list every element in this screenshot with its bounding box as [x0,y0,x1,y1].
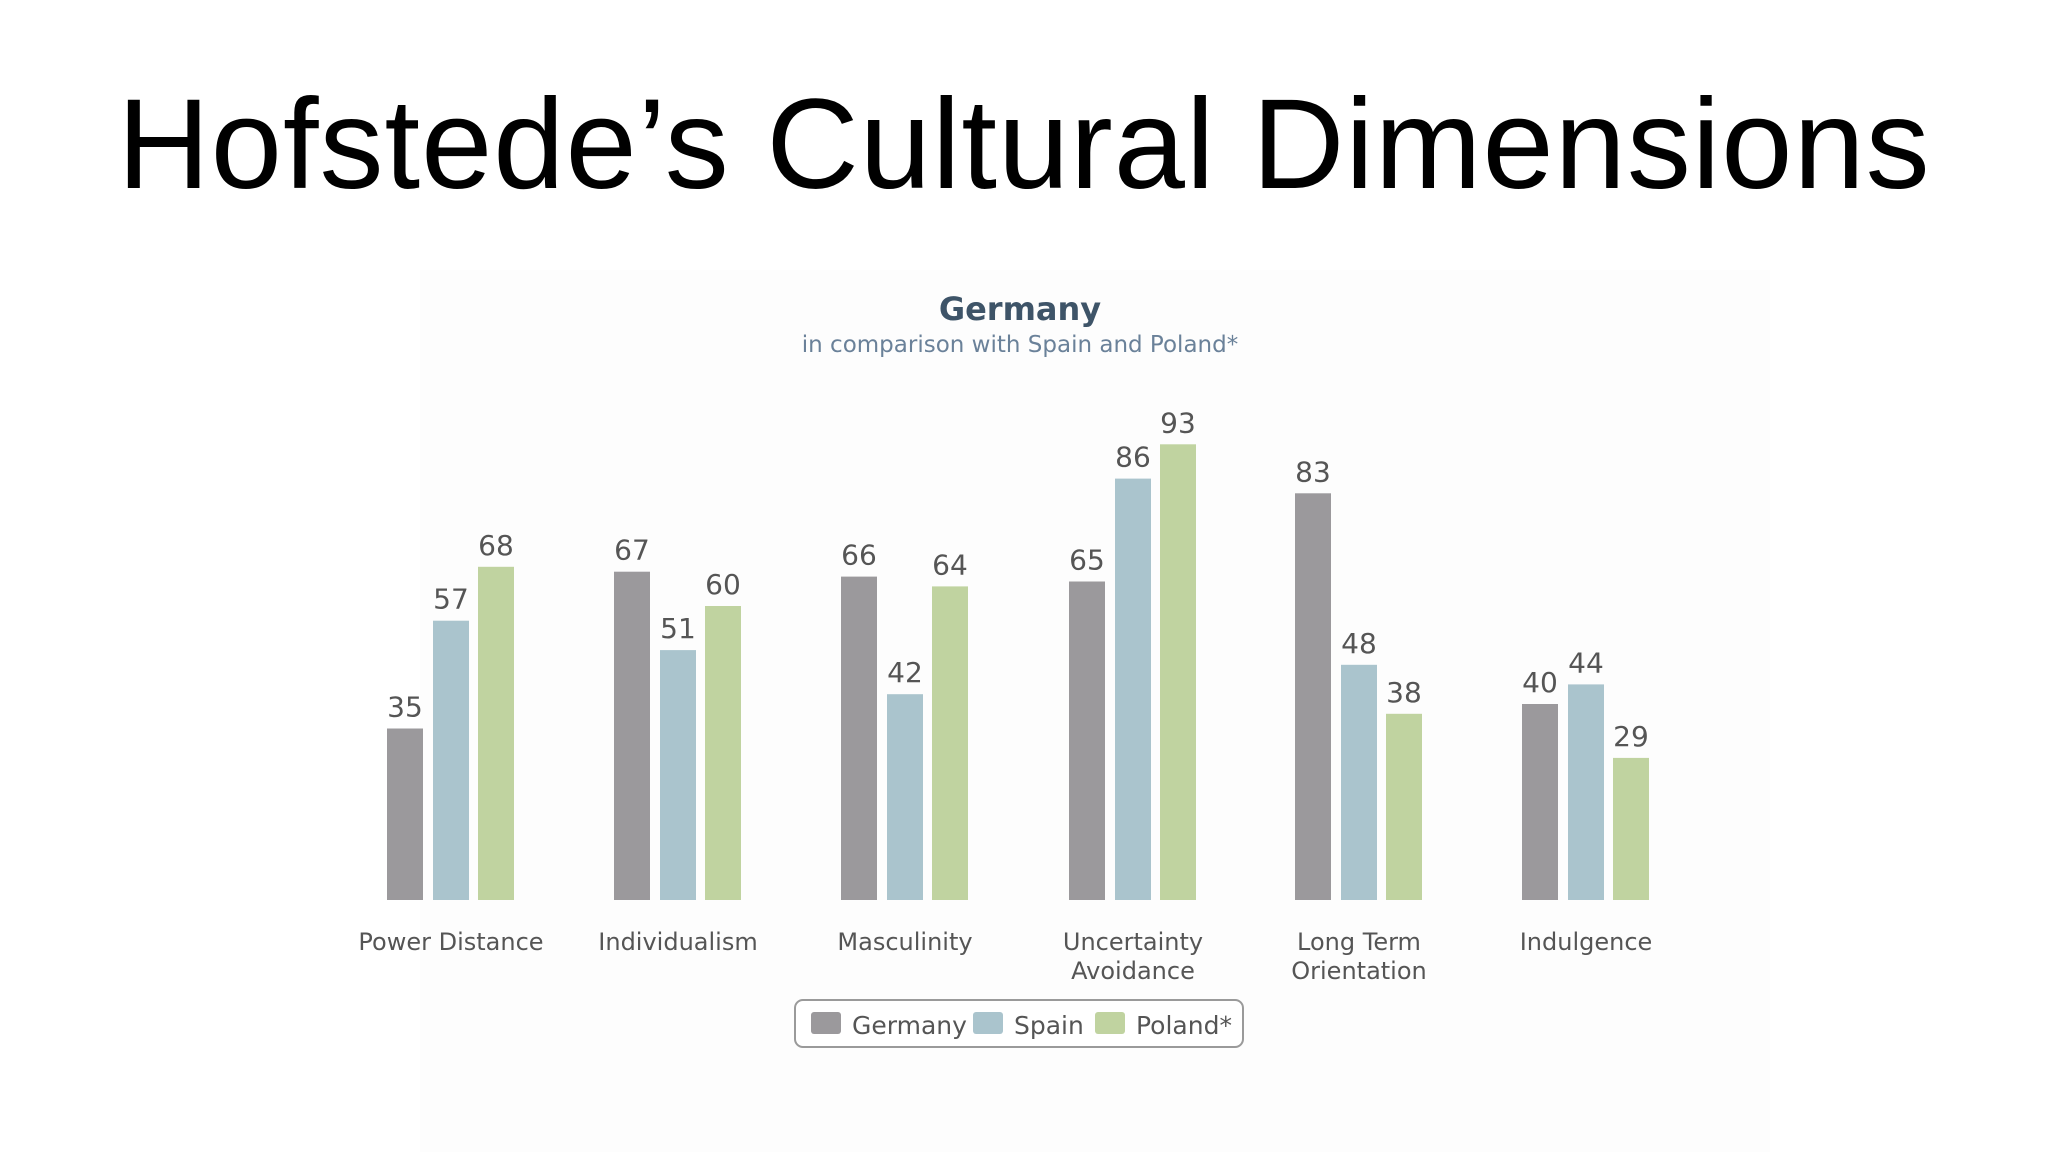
data-label: 67 [614,534,650,567]
data-label: 65 [1069,544,1105,577]
bar-spain-1 [660,650,696,900]
bar-poland-2 [932,586,968,900]
data-label: 48 [1341,627,1377,660]
data-label: 93 [1160,406,1196,439]
x-tick-label: Indulgence [1520,928,1653,956]
bar-germany-1 [614,571,650,900]
bar-spain-2 [887,694,923,900]
bar-germany-0 [387,728,423,900]
legend-swatch [1095,1012,1125,1034]
data-label: 40 [1522,666,1558,699]
legend-label: Spain [1014,1011,1084,1040]
legend-box [794,999,1244,1048]
data-label: 60 [705,568,741,601]
bar-germany-4 [1295,493,1331,900]
chart-title: Germany [939,290,1101,328]
bar-spain-3 [1115,478,1151,900]
legend-swatch [811,1012,841,1034]
legend-label: Poland* [1136,1011,1232,1040]
data-label: 68 [478,529,514,562]
bar-poland-4 [1386,713,1422,900]
chart-subtitle: in comparison with Spain and Poland* [802,332,1238,358]
bar-germany-5 [1522,704,1558,900]
data-label: 38 [1386,676,1422,709]
x-tick-label: Power Distance [358,928,543,956]
x-tick-label: Long Term [1297,928,1421,956]
data-label: 57 [433,583,469,616]
data-label: 66 [841,539,877,572]
legend-swatch [973,1012,1003,1034]
legend-label: Germany [852,1011,967,1040]
bar-spain-0 [433,620,469,900]
data-label: 44 [1568,646,1604,679]
bar-poland-3 [1160,444,1196,900]
bar-poland-5 [1613,757,1649,900]
data-label: 86 [1115,441,1151,474]
data-label: 51 [660,612,696,645]
bar-poland-1 [705,606,741,900]
bar-spain-4 [1341,664,1377,900]
bar-germany-2 [841,576,877,900]
x-tick-label: Orientation [1291,957,1427,985]
bar-spain-5 [1568,684,1604,900]
data-label: 83 [1295,455,1331,488]
bar-germany-3 [1069,581,1105,900]
data-label: 35 [387,691,423,724]
x-tick-label: Uncertainty [1063,928,1203,956]
data-label: 29 [1613,720,1649,753]
data-label: 42 [887,656,923,689]
data-label: 64 [932,548,968,581]
x-tick-label: Avoidance [1071,957,1195,985]
x-tick-label: Individualism [598,928,757,956]
x-tick-label: Masculinity [837,928,972,956]
slide-title: Hofstede’s Cultural Dimensions [117,73,1931,216]
bar-poland-0 [478,566,514,900]
